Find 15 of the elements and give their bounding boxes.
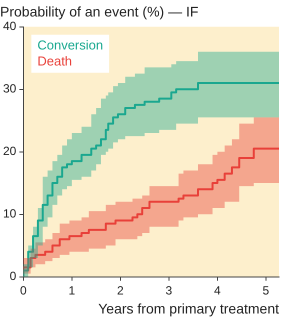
chart-title: Probability of an event (%) — IF	[0, 3, 198, 20]
x-tick-label: 5	[262, 283, 270, 298]
x-tick-label: 0	[20, 283, 28, 298]
x-axis-title: Years from primary treatment	[98, 300, 280, 316]
y-tick-label: 40	[2, 19, 17, 34]
x-tick-label: 3	[166, 283, 173, 298]
x-tick-label: 1	[68, 283, 76, 298]
x-tick-label: 4	[214, 283, 222, 298]
y-tick-label: 30	[2, 82, 17, 96]
x-tick-label: 2	[117, 283, 124, 298]
y-tick-label: 0	[10, 269, 17, 284]
y-tick-label: 10	[2, 206, 17, 221]
y-tick-label: 20	[2, 144, 17, 158]
text: Conversion	[37, 37, 104, 52]
text: Death	[37, 53, 72, 68]
